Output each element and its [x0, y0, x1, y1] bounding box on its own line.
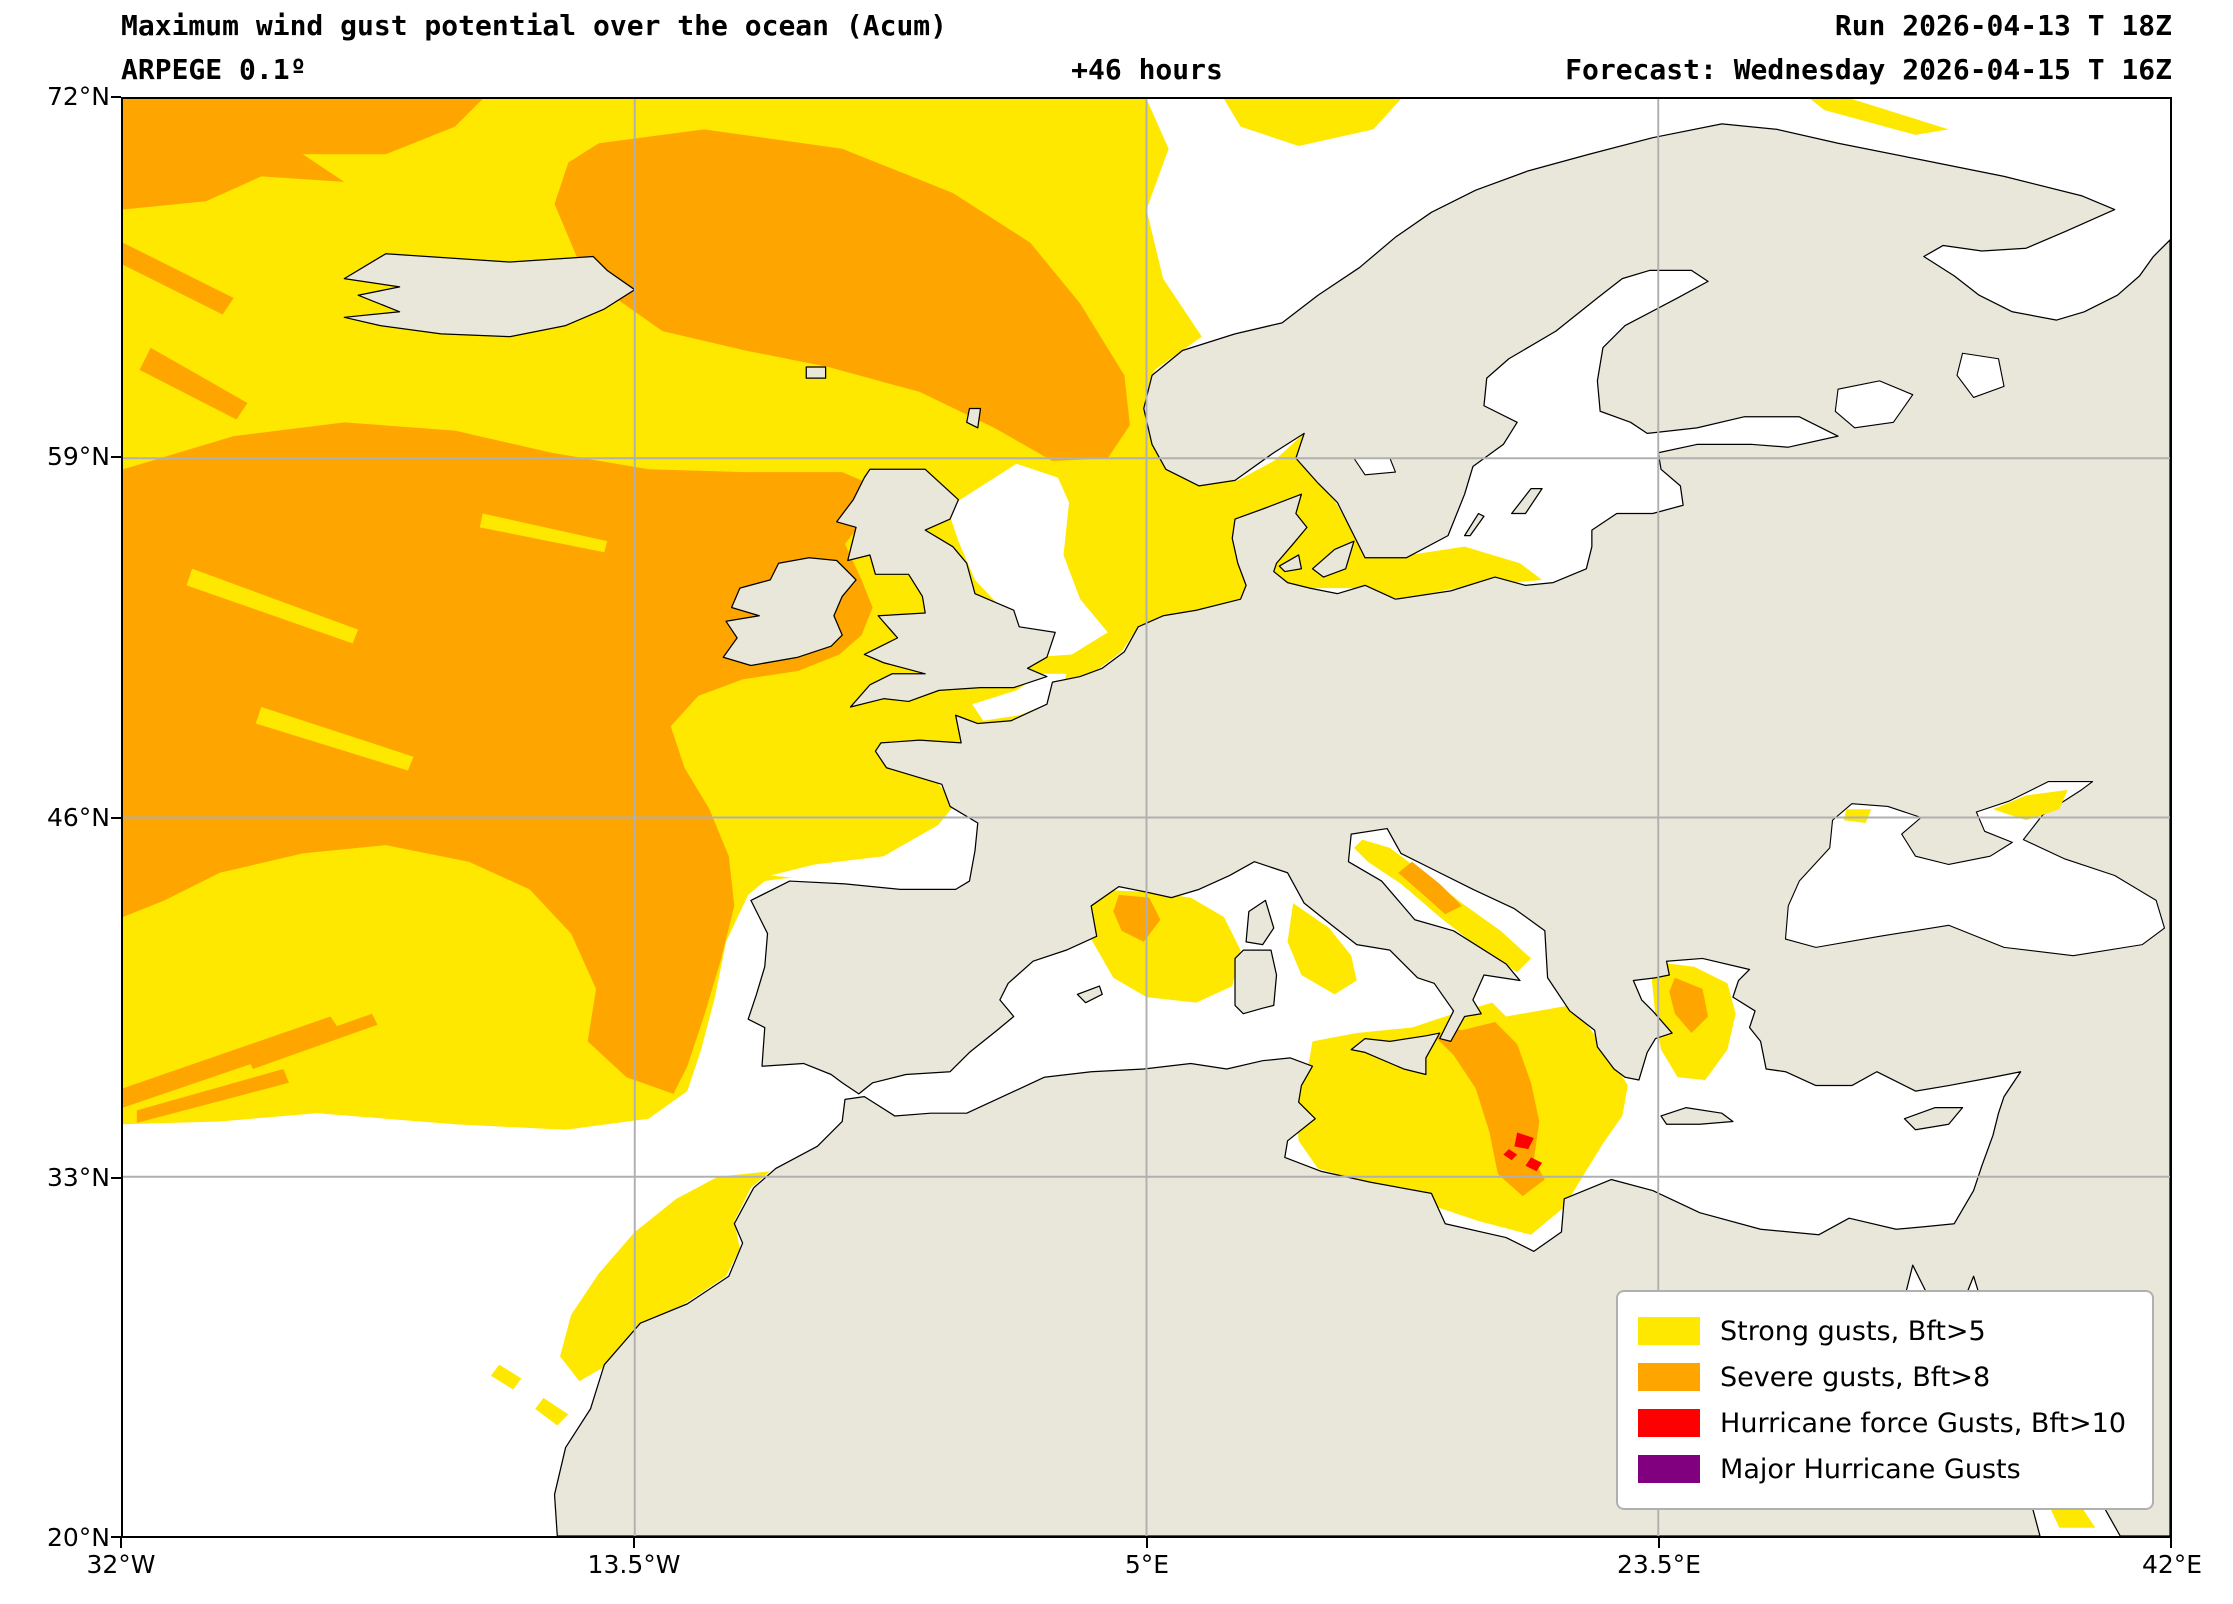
y-tick-mark: [111, 817, 121, 819]
y-tick-label: 33°N: [46, 1163, 110, 1192]
legend-label: Hurricane force Gusts, Bft>10: [1720, 1407, 2126, 1439]
y-tick-label: 46°N: [46, 803, 110, 832]
legend-item-hurricane-gusts: Hurricane force Gusts, Bft>10: [1638, 1400, 2126, 1446]
y-tick-mark: [111, 456, 121, 458]
severe-gusts-swatch: [1638, 1363, 1701, 1391]
y-tick-label: 72°N: [46, 82, 110, 111]
model-label: ARPEGE 0.1º: [121, 53, 307, 86]
x-tick-label: 13.5°W: [587, 1550, 681, 1579]
y-tick-mark: [111, 96, 121, 98]
forecast-label: Forecast: Wednesday 2026-04-15 T 16Z: [1565, 53, 2172, 86]
strong-gusts-swatch: [1638, 1317, 1701, 1345]
x-tick-label: 32°W: [86, 1550, 156, 1579]
major-hurricane-gusts-swatch: [1638, 1455, 1701, 1483]
legend-label: Major Hurricane Gusts: [1720, 1453, 2021, 1485]
x-tick-mark: [2170, 1538, 2172, 1548]
legend-item-strong-gusts: Strong gusts, Bft>5: [1638, 1308, 2126, 1354]
lead-time-label: +46 hours: [1071, 53, 1223, 86]
x-tick-label: 23.5°E: [1617, 1550, 1701, 1579]
legend-label: Severe gusts, Bft>8: [1720, 1361, 1991, 1393]
x-tick-mark: [633, 1538, 635, 1548]
weather-map-canvas: [123, 99, 2170, 1536]
run-label: Run 2026-04-13 T 18Z: [1834, 9, 2172, 42]
legend-item-severe-gusts: Severe gusts, Bft>8: [1638, 1354, 2126, 1400]
page-title: Maximum wind gust potential over the oce…: [121, 9, 948, 42]
legend-item-major-hurricane-gusts: Major Hurricane Gusts: [1638, 1446, 2126, 1492]
y-tick-label: 20°N: [46, 1523, 110, 1552]
y-tick-mark: [111, 1177, 121, 1179]
hurricane-gusts-swatch: [1638, 1409, 1701, 1437]
x-tick-label: 5°E: [1124, 1550, 1170, 1579]
x-tick-label: 42°E: [2141, 1550, 2203, 1579]
x-tick-mark: [120, 1538, 122, 1548]
x-tick-mark: [1658, 1538, 1660, 1548]
x-tick-mark: [1146, 1538, 1148, 1548]
y-tick-label: 59°N: [46, 442, 110, 471]
map-plot-area: Strong gusts, Bft>5 Severe gusts, Bft>8 …: [121, 97, 2172, 1538]
map-legend: Strong gusts, Bft>5 Severe gusts, Bft>8 …: [1616, 1290, 2154, 1510]
legend-label: Strong gusts, Bft>5: [1720, 1315, 1986, 1347]
y-tick-mark: [111, 1536, 121, 1538]
